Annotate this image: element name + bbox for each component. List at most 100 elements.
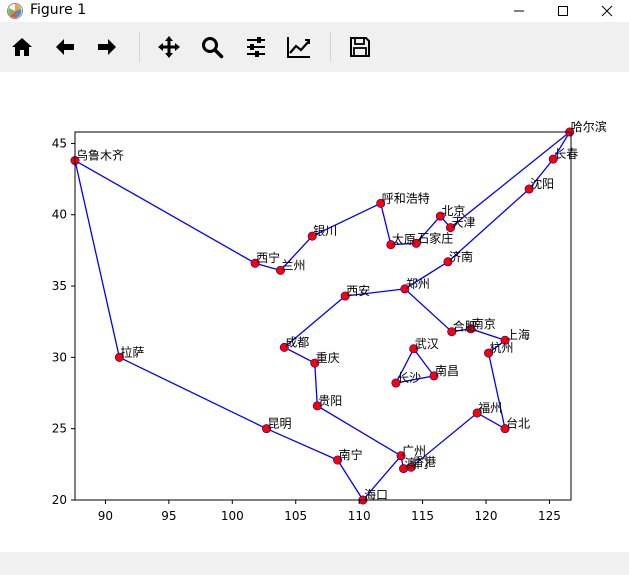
plot-area-frame [74,131,572,501]
x-tick-label: 120 [475,509,498,523]
city-point [429,371,439,381]
edit-axis-icon [287,37,310,58]
city-label: 哈尔滨 [571,119,607,134]
y-tick-label: 35 [52,279,67,293]
home-icon [12,38,32,56]
city-point [262,424,272,434]
city-point [400,284,410,294]
city-label: 台北 [506,416,530,431]
city-label: 长沙 [397,371,421,385]
navigation-toolbar [0,22,629,72]
minimize-icon [514,10,524,12]
forward-arrow-icon [98,39,116,55]
city-point [548,154,558,164]
city-label: 郑州 [406,276,430,291]
matplotlib-icon [6,2,24,20]
city-point [466,324,476,334]
subplots-config-icon [247,37,265,57]
y-tick-label: 45 [52,136,67,150]
city-label: 南宁 [339,447,363,462]
city-point [500,335,510,345]
city-point [524,184,534,194]
city-label: 银川 [313,224,337,238]
home-button[interactable] [5,30,39,64]
city-label: 成都 [285,335,309,349]
city-point [435,211,445,221]
city-label: 海口 [364,487,388,502]
city-point [411,238,421,248]
x-tick-label: 95 [161,509,176,523]
city-label: 昆明 [268,417,292,431]
city-point [333,455,343,465]
city-label: 西宁 [256,250,280,265]
city-point [445,223,455,233]
subplots-button[interactable] [239,30,273,64]
save-disk-icon [350,37,370,57]
city-point [484,348,494,358]
city-label: 香港 [412,455,436,469]
y-tick-label: 40 [52,208,67,222]
y-tick-label: 20 [52,493,67,507]
city-point [279,342,289,352]
city-label: 合肥 [453,319,477,334]
city-point [386,240,396,250]
city-label: 济南 [449,249,473,264]
close-button[interactable] [585,0,629,22]
city-label: 广州 [402,444,426,458]
city-point [409,344,419,354]
toolbar-separator [139,32,140,62]
city-point [500,424,510,434]
pan-move-icon [158,36,180,58]
maximize-button[interactable] [541,0,585,22]
city-point [376,198,386,208]
city-point [276,265,286,275]
city-point [472,408,482,418]
save-button[interactable] [343,30,377,64]
city-label: 天津 [451,216,475,230]
x-tick-label: 90 [98,509,113,523]
figure-canvas[interactable]: 乌鲁木齐 拉萨 昆明 南宁 海口 广州 澳门 香港 福州 台北 杭州 上海 南京 合肥 郑州 济南 沈阳 长春 哈尔… [0,72,629,552]
city-label: 重庆 [316,351,340,365]
city-label: 澳门 [405,456,429,471]
x-axis-ticks: 90 95 100 105 110 115 120 125 [98,500,561,523]
city-point [114,352,124,362]
close-icon [601,5,613,17]
city-point [406,462,416,472]
city-label: 上海 [506,327,530,342]
x-tick-label: 125 [538,509,561,523]
back-button[interactable] [48,30,82,64]
pan-button[interactable] [152,30,186,64]
y-axis-ticks: 20 25 30 35 40 45 [52,136,75,507]
window-title: Figure 1 [30,2,87,18]
y-tick-label: 30 [52,350,67,364]
route-route-order-3 [345,288,405,297]
minimize-button[interactable] [497,0,541,22]
city-label: 贵阳 [318,394,342,408]
city-label: 福州 [478,400,502,415]
city-point [391,378,401,388]
x-tick-label: 115 [411,509,434,523]
route-route-order [74,131,571,502]
toolbar-separator [330,32,331,62]
city-label: 南昌 [435,363,459,378]
city-label: 西安 [346,283,370,298]
city-point [310,358,320,368]
x-tick-label: 110 [348,509,371,523]
city-label: 拉萨 [120,344,144,359]
forward-button[interactable] [90,30,124,64]
customize-button[interactable] [282,30,316,64]
city-label: 杭州 [490,340,514,355]
city-point [340,291,350,301]
zoom-button[interactable] [195,30,229,64]
x-tick-label: 105 [284,509,307,523]
city-label: 长春 [554,147,578,161]
y-tick-label: 25 [52,422,67,436]
maximize-icon [558,6,568,16]
city-point [250,258,260,268]
city-label: 南京 [472,316,496,331]
city-label: 石家庄 [417,230,453,245]
city-label: 武汉 [415,337,439,351]
status-bar [0,552,629,575]
